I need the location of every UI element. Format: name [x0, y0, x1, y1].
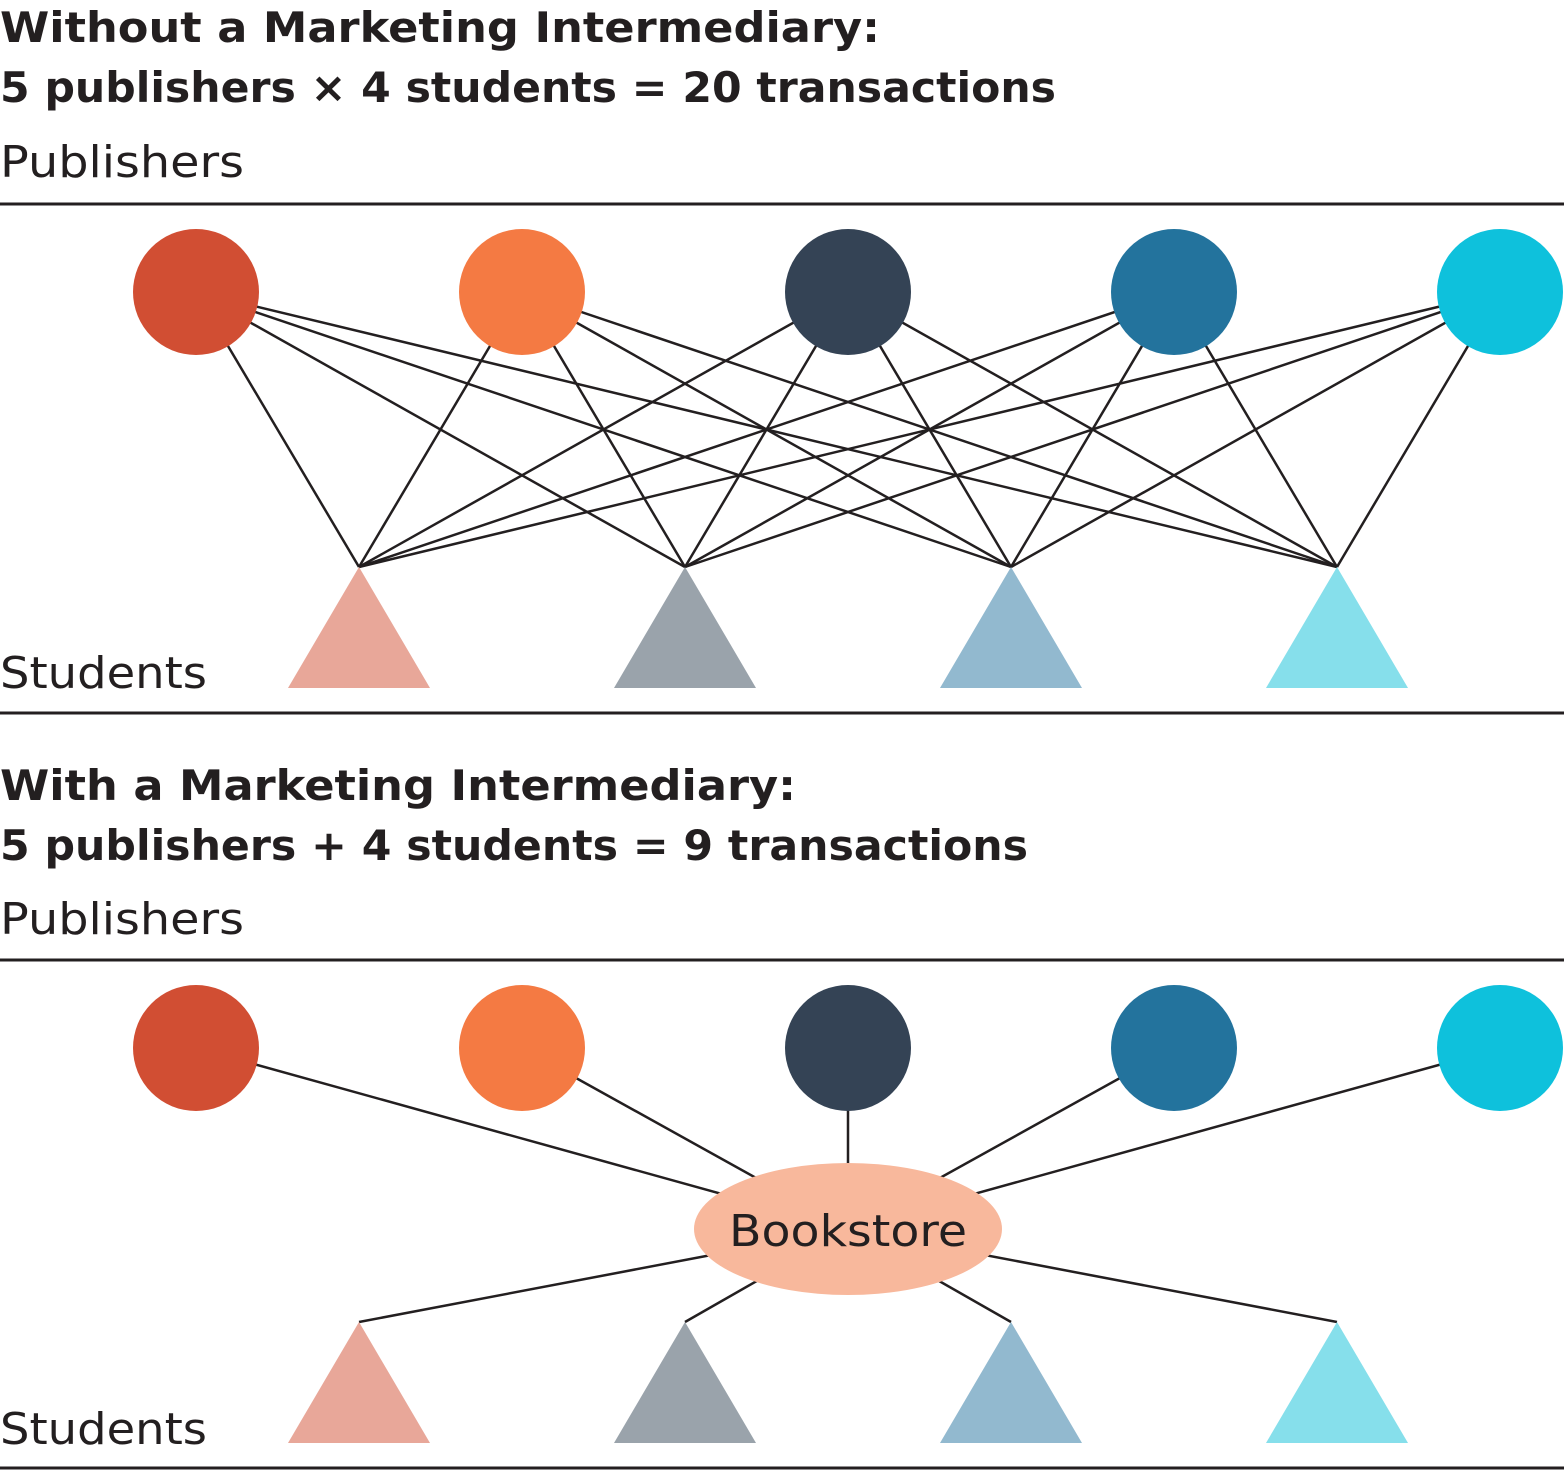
- student-node: [940, 567, 1082, 688]
- student-node: [1266, 1322, 1408, 1443]
- bottom-nodes: [133, 985, 1563, 1443]
- publisher-node: [785, 229, 911, 355]
- bottom-title-line2: 5 publishers + 4 students = 9 transactio…: [0, 821, 1028, 870]
- transaction-edge: [1010, 290, 1501, 569]
- publisher-node: [459, 229, 585, 355]
- transaction-edge: [358, 290, 1175, 569]
- top-publishers-label: Publishers: [0, 137, 244, 188]
- top-title-line2: 5 publishers × 4 students = 20 transacti…: [0, 63, 1056, 112]
- bookstore-node: [694, 1163, 1002, 1295]
- bottom-students-label: Students: [0, 1404, 207, 1455]
- transaction-edge: [684, 290, 1501, 569]
- publisher-node: [1111, 985, 1237, 1111]
- publisher-node: [133, 985, 259, 1111]
- top-nodes: [133, 229, 1563, 688]
- bottom-title-line1: With a Marketing Intermediary:: [0, 761, 796, 810]
- publisher-node: [1437, 985, 1563, 1111]
- transaction-edge: [358, 290, 849, 569]
- student-node: [288, 567, 430, 688]
- student-node: [288, 1322, 430, 1443]
- bottom-publishers-label: Publishers: [0, 894, 244, 945]
- publisher-node: [785, 985, 911, 1111]
- publisher-node: [133, 229, 259, 355]
- student-node: [614, 1322, 756, 1443]
- publisher-node: [1437, 229, 1563, 355]
- student-node: [1266, 567, 1408, 688]
- transaction-edge: [358, 290, 1501, 569]
- student-node: [614, 567, 756, 688]
- top-title-line1: Without a Marketing Intermediary:: [0, 3, 880, 52]
- student-node: [940, 1322, 1082, 1443]
- top-students-label: Students: [0, 648, 207, 699]
- bookstore-label: Bookstore: [729, 1206, 967, 1257]
- publisher-node: [459, 985, 585, 1111]
- publisher-node: [1111, 229, 1237, 355]
